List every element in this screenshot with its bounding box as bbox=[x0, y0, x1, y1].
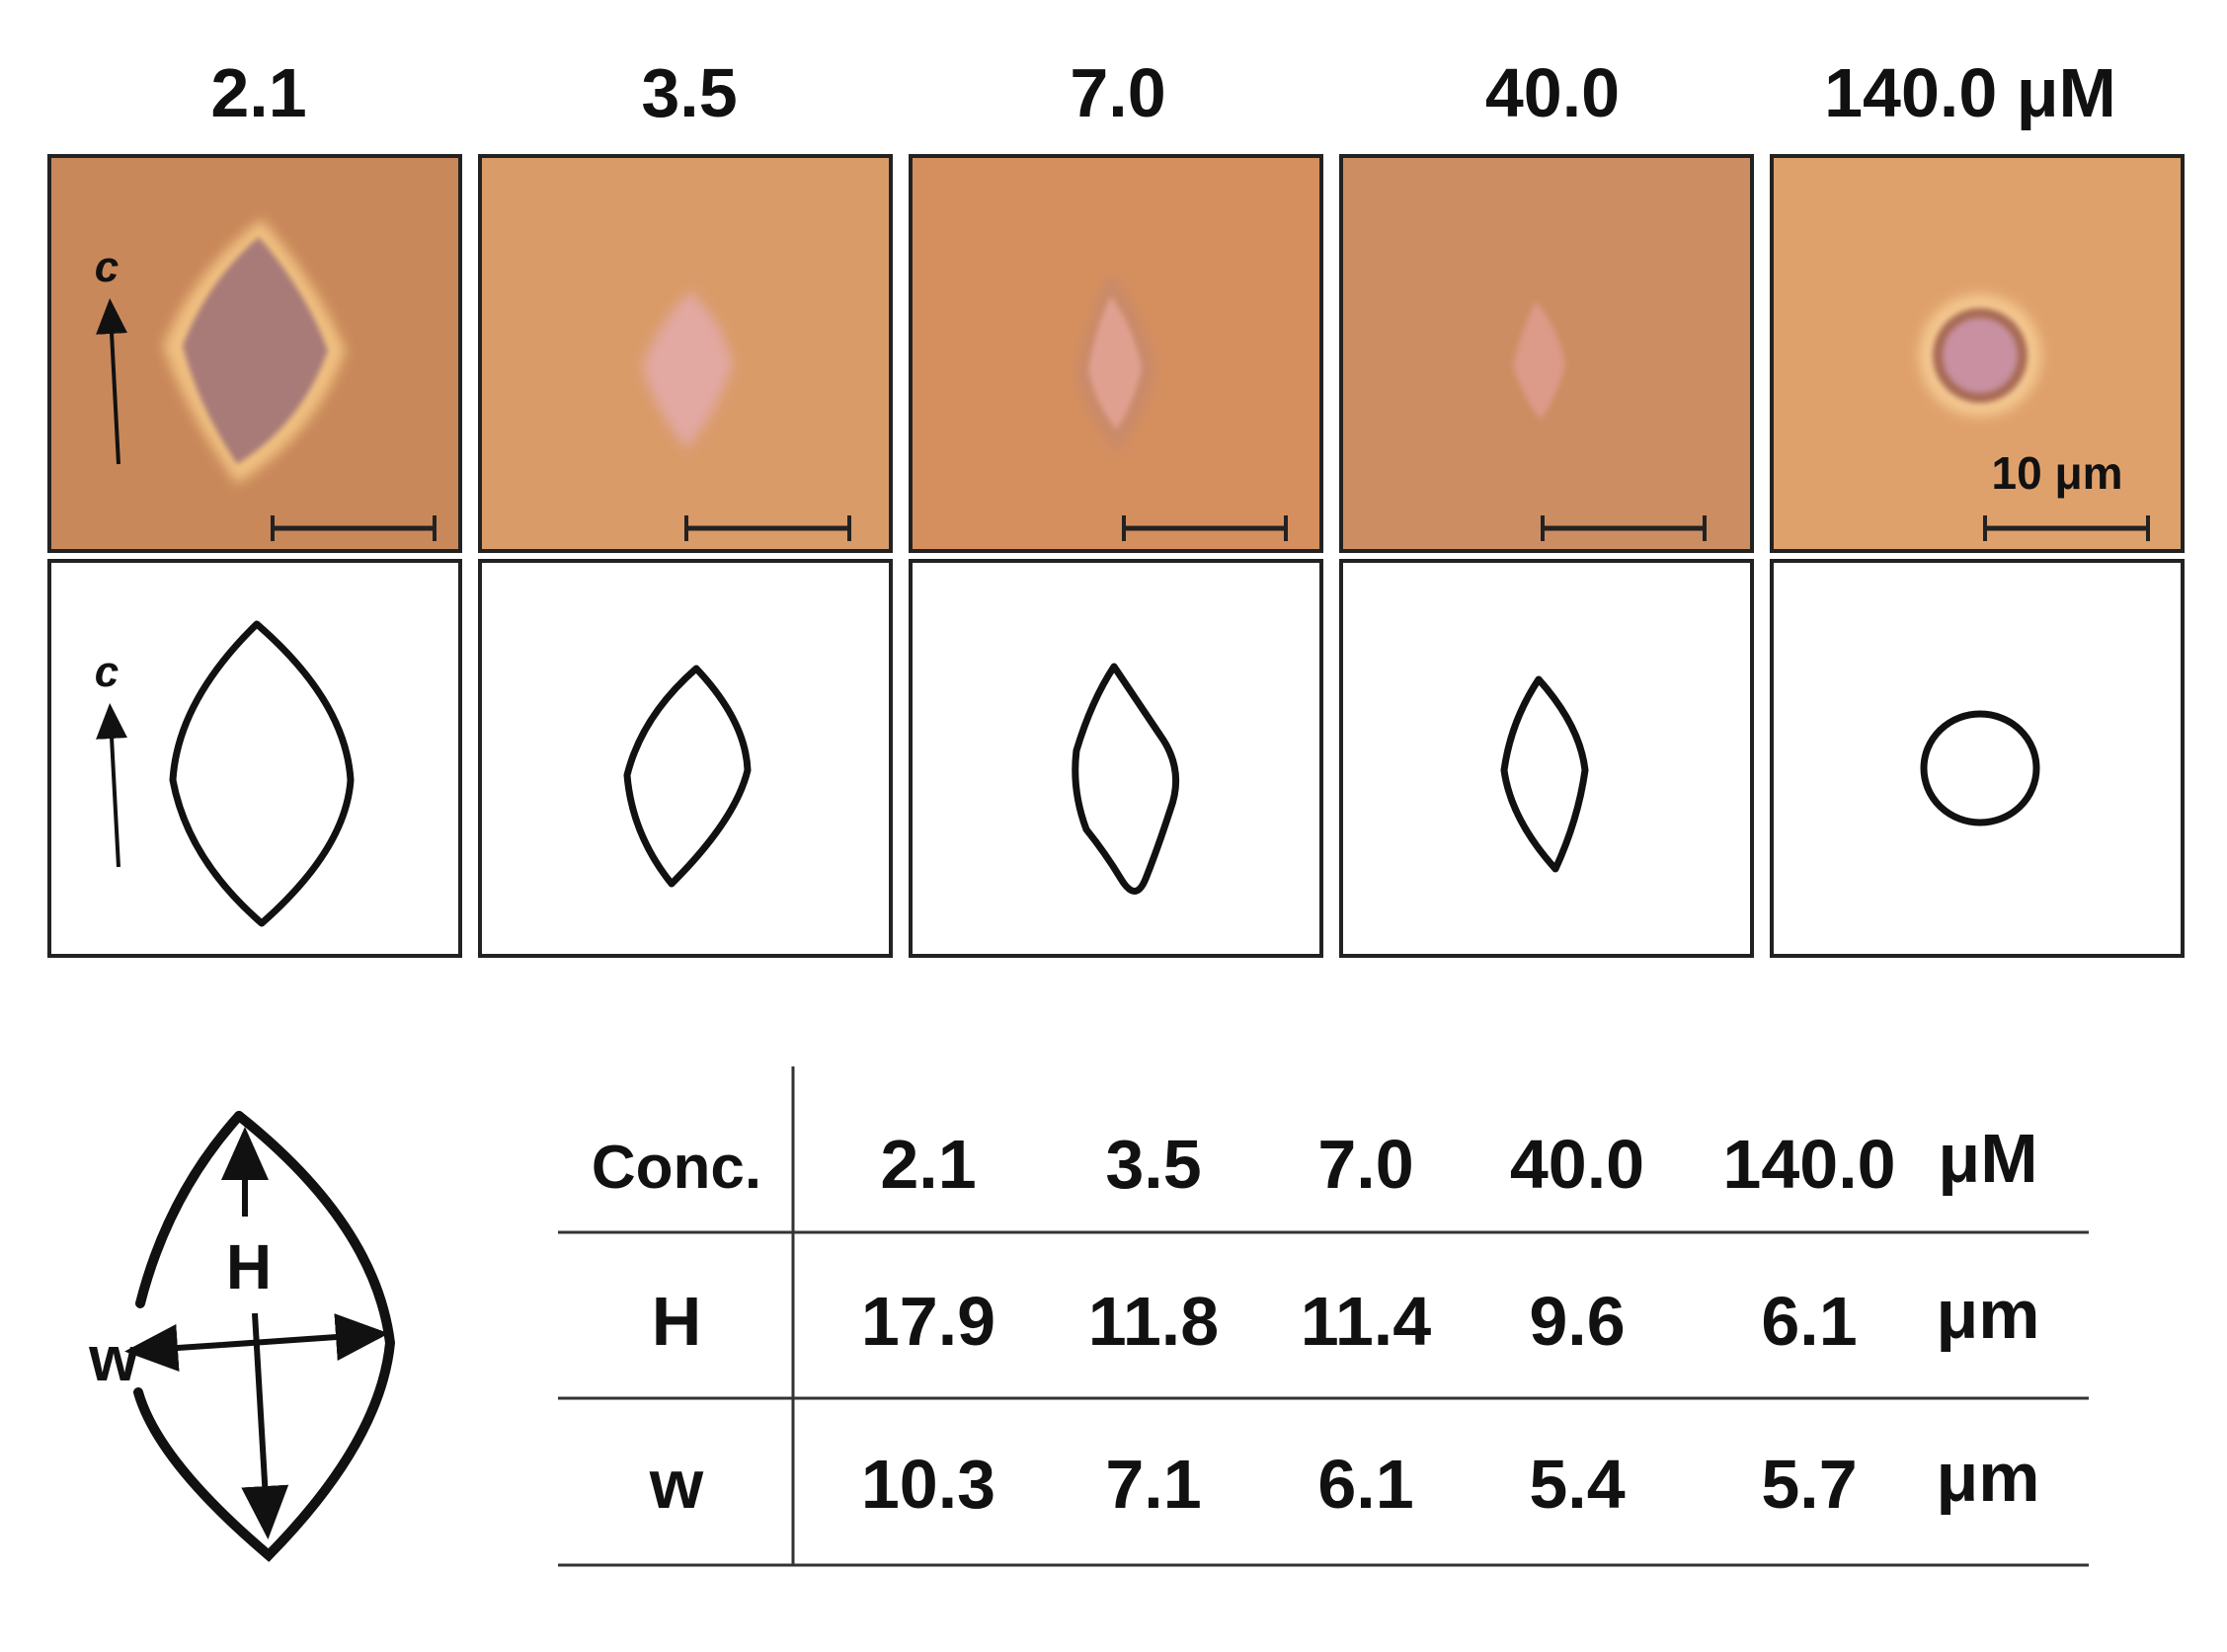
outline-panel-5 bbox=[1770, 559, 2185, 958]
measurement-table: Conc. 2.1 3.5 7.0 40.0 140.0 μM H 17.9 1… bbox=[558, 1066, 2089, 1567]
photo-panel-1: c bbox=[47, 154, 462, 553]
table-cell: 6.1 bbox=[1317, 1446, 1413, 1523]
photo-panel-2 bbox=[478, 154, 893, 553]
c-axis-arrow-photo bbox=[96, 298, 128, 465]
outline-panel-1: c bbox=[47, 559, 462, 958]
conc-label-1: 2.1 bbox=[210, 54, 306, 131]
table-row-unit: μm bbox=[1936, 1276, 2039, 1353]
outline-panel-3 bbox=[909, 559, 1323, 958]
table-cell: 11.8 bbox=[1088, 1283, 1219, 1360]
conc-label-4: 40.0 bbox=[1485, 54, 1620, 131]
c-axis-label-outline: c bbox=[95, 648, 119, 696]
table-row-unit: μm bbox=[1936, 1439, 2039, 1516]
table-header-cell: 40.0 bbox=[1510, 1126, 1644, 1203]
outline-panel-4 bbox=[1339, 559, 1754, 958]
outline-panel-2 bbox=[478, 559, 893, 958]
table-cell: 6.1 bbox=[1761, 1283, 1857, 1360]
height-arrow-down bbox=[241, 1312, 289, 1539]
table-cell: 9.6 bbox=[1529, 1283, 1625, 1360]
table-row-label-w: w bbox=[649, 1446, 704, 1523]
conc-label-5: 140.0 μM bbox=[1824, 54, 2116, 131]
table-cell: 5.7 bbox=[1761, 1446, 1857, 1523]
table-cell: 10.3 bbox=[861, 1446, 995, 1523]
table-header-cell: 7.0 bbox=[1317, 1126, 1413, 1203]
conc-label-3: 7.0 bbox=[1070, 54, 1165, 131]
shape-diagram: H w bbox=[88, 1111, 396, 1562]
table-header-unit: μM bbox=[1938, 1120, 2037, 1197]
c-axis-label-photo: c bbox=[95, 243, 119, 291]
height-label: H bbox=[226, 1231, 272, 1302]
width-label: w bbox=[88, 1323, 138, 1394]
table-row-label-h: H bbox=[652, 1283, 702, 1360]
scale-bar-label: 10 μm bbox=[1992, 447, 2123, 499]
table-header-cell: 140.0 bbox=[1722, 1126, 1895, 1203]
table-header-cell: 3.5 bbox=[1105, 1126, 1201, 1203]
table-header-cell: 2.1 bbox=[880, 1126, 976, 1203]
table-cell: 11.4 bbox=[1301, 1283, 1431, 1360]
table-cell: 17.9 bbox=[861, 1283, 995, 1360]
photo-panel-3 bbox=[909, 154, 1323, 553]
width-arrow bbox=[221, 1313, 389, 1362]
conc-label-2: 3.5 bbox=[641, 54, 737, 131]
table-cell: 7.1 bbox=[1105, 1446, 1201, 1523]
photo-panel-5: 10 μm bbox=[1770, 154, 2185, 553]
c-axis-arrow-outline bbox=[96, 703, 128, 868]
photo-panel-4 bbox=[1339, 154, 1754, 553]
table-header-label: Conc. bbox=[592, 1134, 761, 1202]
table-cell: 5.4 bbox=[1529, 1446, 1625, 1523]
